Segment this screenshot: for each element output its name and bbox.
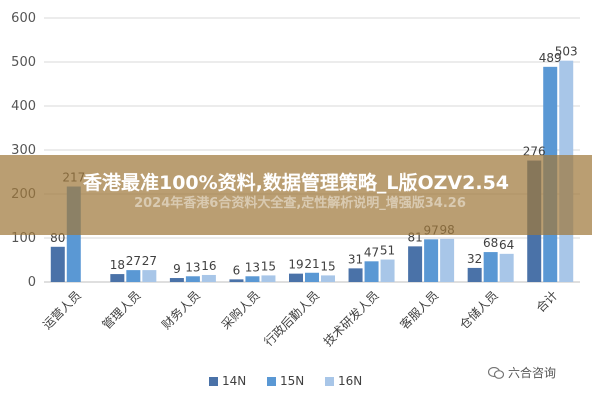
data-label: 31 (348, 252, 363, 266)
data-label: 47 (364, 245, 379, 259)
x-tick-label: 采购人员 (218, 288, 263, 333)
legend-label: 14N (222, 374, 246, 388)
bar-16N (380, 259, 395, 282)
y-tick-label: 600 (11, 11, 36, 26)
data-label: 32 (467, 252, 482, 266)
x-tick-label: 客服人员 (397, 288, 442, 333)
bar-15N (126, 270, 141, 282)
bar-14N (169, 278, 184, 282)
bar-16N (499, 253, 514, 282)
y-tick-label: 400 (11, 99, 36, 114)
bar-15N (483, 252, 498, 282)
data-label: 6 (233, 263, 241, 277)
y-tick-label: 0 (28, 275, 36, 290)
legend-label: 15N (280, 374, 304, 388)
data-label: 15 (320, 259, 335, 273)
data-label: 503 (555, 45, 578, 59)
data-label: 13 (185, 260, 200, 274)
bar-14N (289, 273, 303, 282)
x-tick-label: 合计 (533, 288, 561, 316)
bar-14N (348, 268, 363, 282)
y-tick-label: 500 (11, 55, 36, 70)
bar-16N (440, 238, 455, 282)
bar-16N (201, 274, 216, 282)
data-label: 18 (110, 258, 125, 272)
bar-15N (305, 272, 319, 282)
bar-14N (467, 267, 482, 282)
x-tick-label: 行政后勤人员 (261, 288, 322, 349)
x-tick-label: 运营人员 (40, 288, 84, 332)
legend-label: 16N (338, 374, 362, 388)
data-label: 16 (201, 259, 216, 273)
watermark-text: 六合咨询 (508, 366, 557, 380)
bar-15N (185, 276, 200, 282)
bar-15N (364, 261, 379, 282)
banner-title: 香港最准100%资料,数据管理策略_L版OZV2.54 (82, 172, 510, 194)
x-tick-label: 管理人员 (99, 288, 144, 333)
bar-14N (110, 274, 125, 282)
x-tick-label: 技术研发人员 (320, 288, 382, 350)
data-label: 21 (304, 257, 319, 271)
legend-swatch (325, 377, 334, 386)
data-label: 15 (261, 259, 276, 273)
x-tick-label: 财务人员 (158, 288, 203, 333)
bar-16N (142, 270, 157, 282)
bar-14N (408, 246, 423, 282)
overlay-banner (0, 155, 592, 235)
legend-swatch (209, 377, 218, 386)
data-label: 68 (483, 236, 498, 250)
legend-swatch (267, 377, 276, 386)
watermark: 六合咨询 (488, 364, 556, 381)
wechat-icon (488, 366, 504, 379)
bar-15N (424, 239, 439, 282)
data-label: 51 (380, 244, 395, 258)
data-label: 13 (245, 260, 260, 274)
data-label: 19 (288, 258, 303, 272)
bar-15N (245, 276, 260, 282)
y-axis-ticks: 0100200300400500600 (11, 11, 36, 290)
x-tick-label: 仓储人员 (456, 288, 501, 333)
bar-14N (229, 279, 244, 282)
y-tick-label: 300 (11, 143, 36, 158)
data-label: 27 (126, 254, 141, 268)
banner-subtitle: 2024年香港6合资料大全查,定性解析说明_增强版34.26 (134, 196, 466, 211)
data-label: 9 (173, 262, 181, 276)
data-label: 489 (539, 51, 562, 65)
bar-14N (50, 246, 65, 282)
data-label: 64 (499, 238, 514, 252)
bar-16N (321, 275, 335, 282)
bar-16N (261, 275, 276, 282)
legend: 14N 15N 16N (209, 374, 362, 388)
data-label: 27 (142, 254, 157, 268)
